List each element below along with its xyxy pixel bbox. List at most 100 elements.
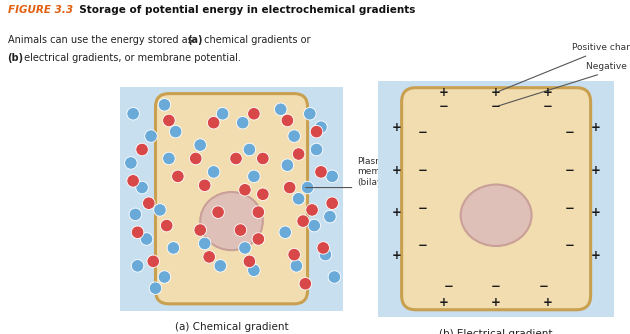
Circle shape — [239, 242, 251, 254]
Circle shape — [190, 152, 202, 165]
Circle shape — [131, 226, 144, 238]
Text: −: − — [539, 280, 548, 293]
Text: +: + — [392, 249, 402, 262]
Text: FIGURE 3.3: FIGURE 3.3 — [8, 5, 72, 15]
Circle shape — [129, 208, 142, 221]
Circle shape — [306, 204, 318, 216]
Circle shape — [154, 204, 166, 216]
Circle shape — [301, 181, 314, 194]
Circle shape — [198, 237, 211, 250]
Text: (b): (b) — [8, 53, 24, 63]
Text: chemical gradients or: chemical gradients or — [201, 35, 311, 45]
Text: −: − — [491, 280, 501, 293]
Text: +: + — [439, 86, 449, 99]
Circle shape — [136, 143, 148, 156]
Circle shape — [324, 210, 336, 223]
Text: +: + — [392, 121, 402, 134]
Circle shape — [125, 157, 137, 169]
Circle shape — [290, 260, 302, 272]
Circle shape — [207, 166, 220, 178]
Circle shape — [149, 282, 162, 295]
Circle shape — [161, 219, 173, 232]
Ellipse shape — [461, 185, 532, 246]
Circle shape — [292, 148, 305, 160]
Circle shape — [256, 152, 269, 165]
Ellipse shape — [200, 192, 263, 250]
FancyBboxPatch shape — [402, 88, 591, 310]
Text: +: + — [543, 86, 553, 99]
Circle shape — [304, 108, 316, 120]
Circle shape — [328, 271, 341, 283]
Circle shape — [169, 125, 182, 138]
Text: electrical gradients, or membrane potential.: electrical gradients, or membrane potent… — [21, 53, 241, 63]
Text: Positive charge: Positive charge — [499, 43, 630, 92]
Circle shape — [207, 117, 220, 129]
Text: +: + — [590, 249, 600, 262]
Circle shape — [194, 224, 207, 236]
Circle shape — [234, 224, 247, 236]
Circle shape — [308, 219, 321, 232]
Text: −: − — [491, 100, 501, 113]
Circle shape — [288, 248, 301, 261]
Text: −: − — [564, 126, 575, 139]
Text: −: − — [564, 202, 575, 215]
Text: −: − — [418, 164, 428, 177]
Circle shape — [194, 139, 207, 151]
Circle shape — [248, 264, 260, 277]
Circle shape — [252, 206, 265, 218]
Text: Negative charge: Negative charge — [499, 62, 630, 106]
Text: +: + — [491, 296, 501, 309]
Circle shape — [292, 192, 305, 205]
Circle shape — [281, 114, 294, 127]
Circle shape — [279, 226, 292, 238]
Circle shape — [310, 125, 323, 138]
Circle shape — [326, 170, 338, 183]
Circle shape — [288, 130, 301, 142]
Text: +: + — [491, 86, 501, 99]
Circle shape — [243, 255, 256, 268]
Circle shape — [248, 108, 260, 120]
Circle shape — [297, 215, 309, 227]
Circle shape — [212, 206, 224, 218]
Circle shape — [127, 175, 139, 187]
Text: +: + — [543, 296, 553, 309]
Circle shape — [140, 233, 153, 245]
Text: −: − — [444, 280, 454, 293]
Text: (a): (a) — [187, 35, 203, 45]
Circle shape — [284, 181, 296, 194]
FancyBboxPatch shape — [120, 87, 343, 311]
Circle shape — [243, 143, 256, 156]
Circle shape — [198, 179, 211, 192]
Circle shape — [127, 108, 139, 120]
Circle shape — [136, 181, 148, 194]
Text: Storage of potential energy in electrochemical gradients: Storage of potential energy in electroch… — [72, 5, 416, 15]
Circle shape — [147, 255, 159, 268]
Circle shape — [317, 242, 329, 254]
Circle shape — [214, 260, 227, 272]
Circle shape — [145, 130, 158, 142]
Circle shape — [299, 278, 312, 290]
Text: −: − — [543, 100, 553, 113]
Circle shape — [203, 250, 215, 263]
Text: +: + — [392, 164, 402, 177]
Text: +: + — [590, 206, 600, 219]
Circle shape — [236, 117, 249, 129]
Circle shape — [248, 170, 260, 183]
Text: −: − — [418, 239, 428, 253]
Text: −: − — [564, 239, 575, 253]
Circle shape — [167, 242, 180, 254]
Circle shape — [142, 197, 155, 209]
Circle shape — [216, 108, 229, 120]
Circle shape — [252, 233, 265, 245]
Circle shape — [158, 99, 171, 111]
FancyBboxPatch shape — [156, 94, 307, 304]
Circle shape — [158, 271, 171, 283]
Circle shape — [163, 114, 175, 127]
Circle shape — [131, 260, 144, 272]
Text: +: + — [439, 296, 449, 309]
Text: Animals can use the energy stored as: Animals can use the energy stored as — [8, 35, 195, 45]
Text: −: − — [418, 126, 428, 139]
Circle shape — [256, 188, 269, 200]
Circle shape — [315, 166, 327, 178]
Text: (a) Chemical gradient: (a) Chemical gradient — [175, 322, 289, 332]
